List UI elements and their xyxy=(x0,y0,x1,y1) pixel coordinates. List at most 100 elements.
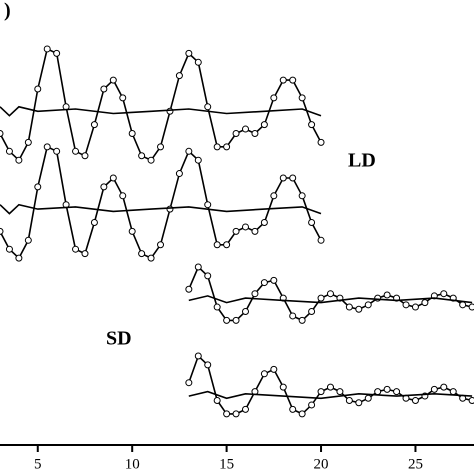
data-point xyxy=(317,138,325,146)
data-point xyxy=(251,290,259,298)
data-point xyxy=(185,285,193,293)
data-point xyxy=(15,156,23,164)
data-point xyxy=(204,103,212,111)
data-point xyxy=(241,308,249,315)
data-point xyxy=(157,143,165,151)
data-point xyxy=(279,76,287,84)
data-point xyxy=(270,94,278,102)
x-tick-label: 10 xyxy=(125,456,140,472)
data-point xyxy=(223,410,231,418)
data-point xyxy=(166,107,174,115)
panel-label: ) xyxy=(4,0,11,22)
data-point xyxy=(109,76,117,84)
data-point xyxy=(421,299,429,307)
ld-label: LD xyxy=(348,150,376,172)
data-point xyxy=(5,147,13,155)
data-point xyxy=(34,85,42,93)
data-point xyxy=(213,143,221,151)
residual-line xyxy=(0,105,322,117)
data-point xyxy=(289,405,297,413)
data-point xyxy=(232,316,240,324)
data-point xyxy=(440,290,448,298)
data-point xyxy=(213,303,221,311)
data-point xyxy=(298,410,306,418)
data-point xyxy=(24,236,32,244)
data-point xyxy=(147,254,155,262)
x-tick-label: 15 xyxy=(219,456,234,472)
data-point xyxy=(175,170,183,178)
data-point xyxy=(81,152,89,160)
data-point xyxy=(232,227,240,235)
data-point xyxy=(468,397,474,404)
data-point xyxy=(147,156,155,164)
data-point xyxy=(194,263,202,271)
data-point xyxy=(326,383,334,391)
data-point xyxy=(185,147,193,155)
data-point xyxy=(383,385,391,393)
data-point xyxy=(279,174,287,182)
data-point xyxy=(223,143,231,151)
data-point xyxy=(34,183,42,191)
data-point xyxy=(260,370,268,378)
data-point xyxy=(355,399,363,407)
data-point xyxy=(308,219,316,226)
data-point xyxy=(100,85,108,93)
x-tick-label: 5 xyxy=(34,456,42,472)
data-point xyxy=(326,290,334,298)
data-point xyxy=(128,227,136,235)
data-point xyxy=(298,316,306,324)
data-point xyxy=(185,379,193,387)
data-point xyxy=(72,147,80,155)
data-point xyxy=(53,49,61,57)
data-point xyxy=(109,174,117,182)
data-point xyxy=(411,397,419,404)
data-point xyxy=(241,125,249,133)
data-point xyxy=(43,143,51,151)
data-point xyxy=(175,72,183,80)
data-point xyxy=(128,130,136,137)
data-point xyxy=(5,245,13,253)
data-point xyxy=(317,236,325,244)
data-point xyxy=(345,303,353,311)
data-point xyxy=(430,385,438,393)
x-tick-label: 25 xyxy=(408,456,423,472)
data-point xyxy=(449,388,457,396)
data-point xyxy=(194,352,202,360)
data-point xyxy=(157,241,165,249)
data-point xyxy=(119,192,127,200)
data-point xyxy=(223,241,231,249)
data-point xyxy=(364,394,372,402)
data-point xyxy=(241,405,249,413)
data-point xyxy=(204,201,212,209)
data-point xyxy=(289,76,297,84)
data-point xyxy=(383,291,391,299)
data-point xyxy=(194,156,202,164)
data-point xyxy=(308,121,316,129)
sd-label: SD xyxy=(106,328,132,350)
data-point xyxy=(232,130,240,137)
data-point xyxy=(232,410,240,418)
data-point xyxy=(336,388,344,396)
data-point xyxy=(24,138,32,146)
data-point xyxy=(270,276,278,284)
data-point xyxy=(241,223,249,231)
data-point xyxy=(138,152,146,160)
x-tick-label: 20 xyxy=(314,456,329,472)
data-point xyxy=(90,219,98,226)
data-point xyxy=(260,121,268,129)
data-point xyxy=(213,241,221,249)
data-point xyxy=(411,303,419,311)
data-point xyxy=(72,245,80,253)
data-point xyxy=(166,205,174,213)
data-point xyxy=(468,303,474,311)
residual-line xyxy=(188,390,473,400)
data-point xyxy=(317,294,325,302)
data-point xyxy=(0,130,4,137)
data-point xyxy=(15,254,23,262)
data-point xyxy=(90,121,98,129)
data-point xyxy=(260,279,268,287)
data-point xyxy=(289,312,297,320)
data-point xyxy=(459,301,467,309)
data-point xyxy=(81,250,89,258)
